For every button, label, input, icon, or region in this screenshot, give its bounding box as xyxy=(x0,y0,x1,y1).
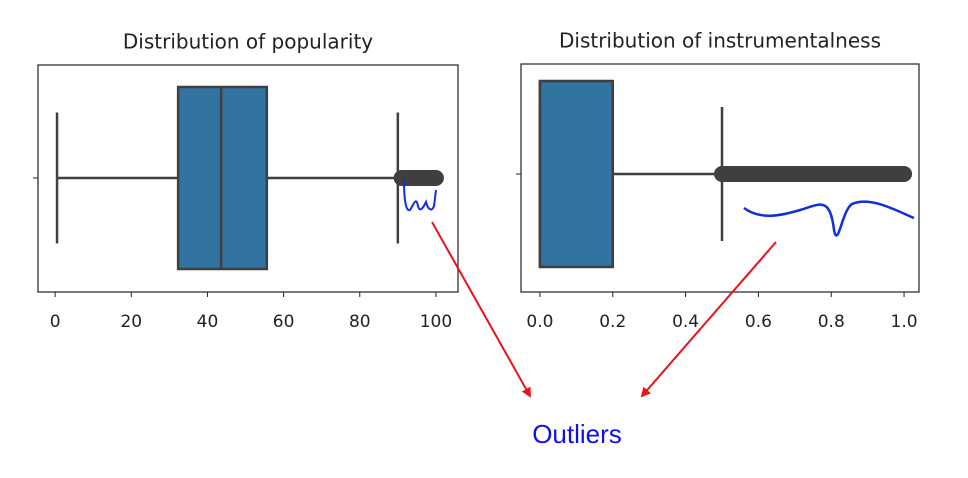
x-tick-label: 0.6 xyxy=(745,312,772,332)
x-tick-label: 0.2 xyxy=(599,312,626,332)
chart-title: Distribution of popularity xyxy=(123,30,373,54)
x-tick-label: 40 xyxy=(197,312,219,332)
arrow xyxy=(431,221,531,398)
x-tick-label: 0 xyxy=(50,312,61,332)
x-tick-label: 80 xyxy=(349,312,371,332)
x-tick-label: 1.0 xyxy=(891,312,918,332)
x-tick-label: 0.4 xyxy=(672,312,699,332)
squiggle xyxy=(403,179,437,212)
x-tick-label: 20 xyxy=(120,312,142,332)
x-tick-label: 100 xyxy=(420,312,452,332)
x-tick-label: 60 xyxy=(273,312,295,332)
chart-title: Distribution of instrumentalness xyxy=(559,29,881,53)
arrow xyxy=(640,241,777,398)
squiggle xyxy=(743,200,915,237)
box xyxy=(538,79,615,269)
charts: Distribution of popularity 0 20 40 60 80 100 Di… xyxy=(33,29,920,332)
annotation: Outliers xyxy=(532,419,622,449)
x-tick-label: 0.0 xyxy=(526,312,553,332)
plot-frame xyxy=(520,63,920,293)
box xyxy=(176,85,269,271)
x-tick-label: 0.8 xyxy=(818,312,845,332)
